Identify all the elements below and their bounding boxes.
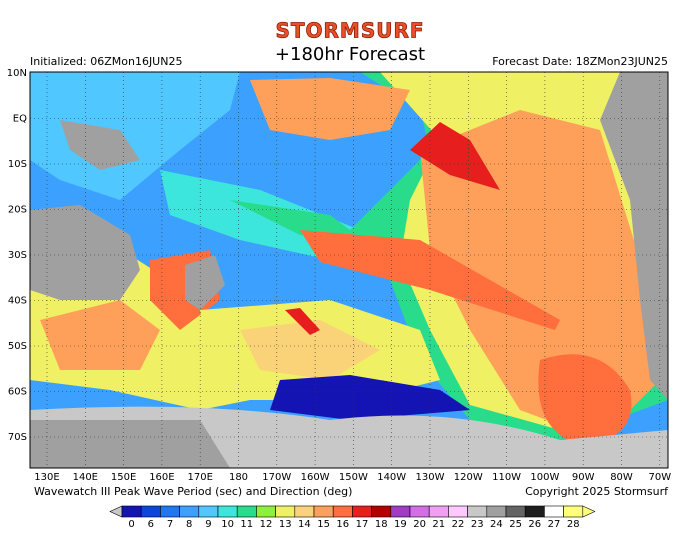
legend-label: 16 (336, 519, 349, 530)
lat-label: 60S (8, 387, 27, 398)
legend-swatch (486, 505, 507, 518)
lon-label: 180 (229, 472, 248, 483)
legend-label: 14 (298, 519, 311, 530)
legend-arrow-right (582, 505, 596, 518)
legend-swatch (256, 505, 276, 518)
forecast-date: Forecast Date: 18ZMon23JUN25 (492, 55, 668, 68)
caption: Wavewatch III Peak Wave Period (sec) and… (34, 485, 352, 498)
legend-swatch (409, 505, 430, 518)
legend-label: 7 (167, 519, 173, 530)
legend-label: 20 (413, 519, 426, 530)
legend-swatch (467, 505, 488, 518)
legend-swatch (294, 505, 315, 518)
lat-label: 10S (8, 159, 27, 170)
legend-label: 11 (240, 519, 253, 530)
legend-swatch (352, 505, 372, 518)
lon-label: 130E (34, 472, 59, 483)
graticule: 10N EQ 10S 20S 30S 40S 50S 60S 70S 130E 140E 150E 16… (7, 68, 671, 483)
legend-label: 24 (490, 519, 503, 530)
legend-label: 6 (148, 519, 154, 530)
legend-label: 0 (128, 519, 134, 530)
legend-label: 23 (471, 519, 484, 530)
legend-label: 19 (394, 519, 407, 530)
legend-swatch (121, 505, 142, 518)
legend-label: 25 (509, 519, 522, 530)
copyright: Copyright 2025 Stormsurf (525, 485, 669, 498)
legend-swatch (179, 505, 200, 518)
lon-label: 80W (610, 472, 633, 483)
lat-label: 50S (8, 341, 27, 352)
legend-label: 9 (205, 519, 211, 530)
lon-label: 160W (301, 472, 330, 483)
legend-label: 22 (452, 519, 465, 530)
legend-swatch (390, 505, 411, 518)
lon-label: 170E (187, 472, 212, 483)
initialized: Initialized: 06ZMon16JUN25 (30, 55, 182, 68)
legend-swatch (217, 505, 238, 518)
legend-swatch (160, 505, 180, 518)
legend-swatch (448, 505, 468, 518)
legend-swatch (275, 505, 296, 518)
lat-label: 40S (8, 296, 27, 307)
legend-label: 21 (432, 519, 445, 530)
lon-label: 140W (377, 472, 406, 483)
title: +180hr Forecast (275, 44, 425, 65)
lat-label: 70S (8, 432, 27, 443)
legend-label: 8 (186, 519, 192, 530)
legend-label: 18 (375, 519, 388, 530)
legend-swatch (505, 505, 526, 518)
map-field (30, 72, 668, 468)
legend-swatch (544, 505, 564, 518)
lon-label: 130W (416, 472, 445, 483)
legend-swatch (428, 505, 449, 518)
lon-label: 120W (454, 472, 483, 483)
legend-swatch (332, 505, 353, 518)
lat-label: 10N (7, 68, 27, 79)
legend-swatch (524, 505, 545, 518)
lon-label: 70W (648, 472, 671, 483)
legend-arrow-left (109, 505, 123, 518)
lon-label: 90W (572, 472, 595, 483)
lon-label: 150E (111, 472, 136, 483)
legend-label: 15 (317, 519, 330, 530)
color-legend: 0 6 7 8 9 10 11 12 13 14 15 16 17 18 19 20 21 22 23 24 25 26 2… (109, 505, 596, 530)
legend-label: 12 (260, 519, 273, 530)
brand: STORMSURF (275, 19, 424, 43)
map-frame (29, 71, 669, 469)
legend-swatch (140, 505, 161, 518)
lat-label: 20S (8, 205, 27, 216)
lon-label: 170W (262, 472, 291, 483)
legend-swatch (236, 505, 257, 518)
lon-label: 150W (339, 472, 368, 483)
lon-label: 100W (530, 472, 559, 483)
lat-label: 30S (8, 250, 27, 261)
legend-label: 26 (528, 519, 541, 530)
legend-swatch (563, 505, 584, 518)
legend-label: 13 (279, 519, 292, 530)
legend-swatch (313, 505, 334, 518)
legend-label: 28 (567, 519, 580, 530)
legend-label: 17 (356, 519, 369, 530)
legend-label: 27 (548, 519, 561, 530)
legend-swatch (198, 505, 219, 518)
legend-label: 10 (221, 519, 234, 530)
lon-label: 140E (73, 472, 98, 483)
lon-label: 110W (492, 472, 521, 483)
lat-label: EQ (13, 114, 27, 125)
legend-swatch (371, 505, 392, 518)
lon-label: 160E (149, 472, 174, 483)
